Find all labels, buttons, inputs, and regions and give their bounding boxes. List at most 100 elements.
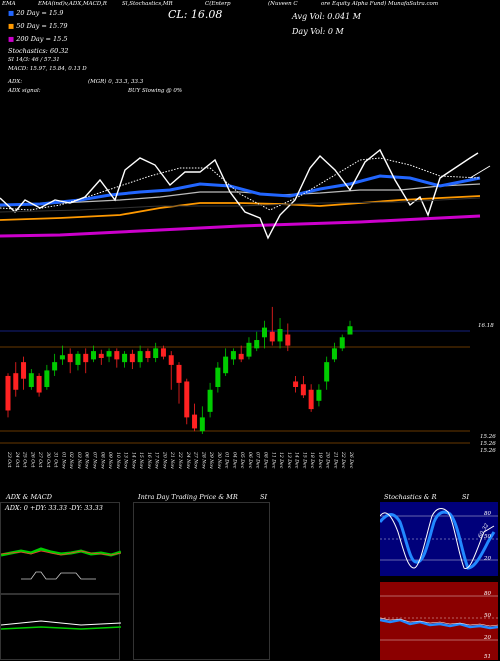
- candle-body: [28, 373, 34, 387]
- date-tick-label: 30 Oct: [45, 452, 51, 468]
- candle-body: [223, 356, 229, 374]
- trend-tail-line: [469, 165, 491, 179]
- date-tick-label: 13 Dec: [286, 452, 292, 469]
- candle-body: [347, 326, 353, 335]
- adx-panel: ADX: 0 +DY: 33.33 -DY: 33.33: [0, 502, 121, 594]
- adx-green-line: [1, 547, 121, 557]
- candle-body: [153, 348, 159, 358]
- candle-body: [129, 353, 135, 363]
- candle-body: [308, 389, 314, 410]
- price-top-label: 16.18: [478, 323, 494, 329]
- date-tick-label: 10 Nov: [115, 452, 121, 469]
- date-tick-label: 02 Nov: [68, 452, 74, 469]
- price-bottom-label-3: 15.26: [480, 448, 496, 454]
- header-indicators-label: EMA(ind)v,ADX,MACD,R: [38, 1, 107, 7]
- candle-body: [262, 327, 267, 338]
- candle-body: [324, 362, 330, 382]
- date-tick-label: 09 Nov: [107, 452, 113, 469]
- date-tick-label: 15 Nov: [138, 452, 144, 469]
- date-tick-label: 07 Dec: [255, 452, 261, 469]
- date-tick-label: 22 Dec: [340, 451, 346, 469]
- candle-body: [13, 373, 19, 390]
- candle-body: [160, 348, 166, 357]
- candle-body: [199, 417, 205, 432]
- date-tick-label: 14 Nov: [130, 452, 136, 469]
- date-tick-label: 01 Nov: [60, 452, 66, 469]
- date-tick-label: 23 Oct: [6, 451, 12, 468]
- date-labels-group: 23 Oct 24 Oct 25 Oct 26 Oct 27 Oct 30 Oct 31 O…: [6, 451, 354, 469]
- date-tick-label: 18 Dec: [309, 452, 315, 469]
- date-tick-label: 06 Dec: [247, 452, 253, 469]
- candle-body: [215, 367, 221, 387]
- ema50-value: 50 Day = 15.79: [16, 22, 68, 30]
- stochastics-chart: [380, 508, 498, 570]
- date-tick-label: 27 Oct: [37, 451, 43, 468]
- intraday-panel: [133, 502, 270, 660]
- candle-body: [184, 381, 190, 418]
- candle-body: [269, 331, 275, 342]
- date-tick-label: 01 Dec: [224, 452, 230, 469]
- date-tick-label: 31 Oct: [53, 452, 59, 468]
- buy-signal-label: BUY Slowing @ 0%: [128, 88, 183, 94]
- header-fund-name: (Nuveen C: [268, 1, 298, 7]
- stoch-white-line: [380, 508, 495, 569]
- intraday-panel-title: Intra Day Trading Price & MR: [138, 493, 238, 501]
- candle-body: [36, 375, 42, 393]
- candle-body: [246, 342, 252, 357]
- candle-body: [59, 355, 65, 360]
- candle-body: [145, 351, 151, 358]
- adx-signal-label: ADX signal:: [8, 88, 41, 94]
- date-tick-label: 05 Dec: [239, 452, 245, 469]
- macd-white-line: [1, 620, 121, 626]
- candle-body: [122, 353, 128, 363]
- date-tick-label: 28 Nov: [200, 451, 206, 469]
- macd-green-line: [1, 626, 121, 630]
- date-tick-label: 24 Oct: [14, 451, 20, 468]
- rsi-tick-50: 50: [484, 613, 491, 619]
- candle-body: [316, 389, 322, 401]
- header-fund-source: ore Equity Alpha Fund) MunafaSutra.com: [321, 1, 439, 7]
- adx-chart: [1, 547, 121, 580]
- stoch-panel-title: Stochastics & R: [384, 493, 437, 501]
- date-tick-label: 13 Nov: [123, 452, 129, 469]
- stochastics-panel: 80 50 20 60.32: [380, 502, 498, 576]
- date-tick-label: 12 Dec: [278, 452, 284, 469]
- date-tick-label: 04 Dec: [231, 452, 237, 469]
- candle-body: [207, 389, 213, 412]
- adx-values-label: ADX: 0 +DY: 33.33 -DY: 33.33: [5, 504, 103, 512]
- candle-body: [285, 334, 291, 346]
- date-tick-label: 24 Nov: [185, 451, 191, 469]
- candle-body: [254, 340, 260, 349]
- candle-body: [67, 353, 73, 363]
- ema-grey-line: [0, 183, 481, 207]
- rsi-panel: 80 50 20 51: [380, 582, 498, 660]
- date-tick-label: 26 Dec: [348, 451, 354, 469]
- date-tick-label: 07 Nov: [92, 452, 98, 469]
- date-tick-label: 21 Nov: [169, 451, 175, 469]
- candle-body: [114, 351, 120, 360]
- date-tick-label: 30 Nov: [216, 452, 222, 469]
- header-ema-label: EMA: [2, 1, 16, 7]
- avg-volume-label: Avg Vol: 0.041 M: [292, 12, 361, 21]
- date-tick-label: 20 Dec: [325, 451, 331, 469]
- candle-body: [44, 370, 50, 387]
- rsi-chart: [380, 595, 498, 641]
- price-line: [0, 148, 479, 240]
- candle-body: [106, 351, 112, 357]
- header-stochastics-label: Sl,Stochastics,MR: [122, 1, 173, 7]
- date-tick-label: 14 Dec: [294, 452, 300, 469]
- candles-group: [5, 306, 353, 434]
- stoch-tick-80: 80: [484, 511, 491, 517]
- candle-body: [21, 362, 27, 379]
- date-tick-label: 19 Dec: [317, 452, 323, 469]
- candle-body: [91, 351, 96, 360]
- candle-body: [230, 351, 236, 360]
- date-tick-label: 11 Dec: [270, 452, 276, 469]
- ema20-value: 20 Day = 15.9: [16, 9, 64, 17]
- ema200-label: ■ 200 Day = 15.5: [8, 35, 68, 43]
- date-tick-label: 06 Nov: [84, 452, 90, 469]
- ema50-dot-icon: ■: [8, 22, 15, 30]
- adx-panel-title: ADX & MACD: [6, 493, 52, 501]
- candle-body: [75, 353, 81, 365]
- date-tick-label: 08 Dec: [263, 452, 269, 469]
